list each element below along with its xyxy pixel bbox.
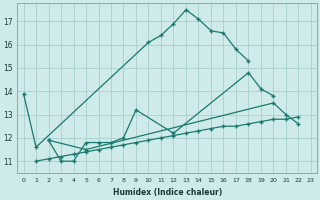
X-axis label: Humidex (Indice chaleur): Humidex (Indice chaleur) [113,188,222,197]
